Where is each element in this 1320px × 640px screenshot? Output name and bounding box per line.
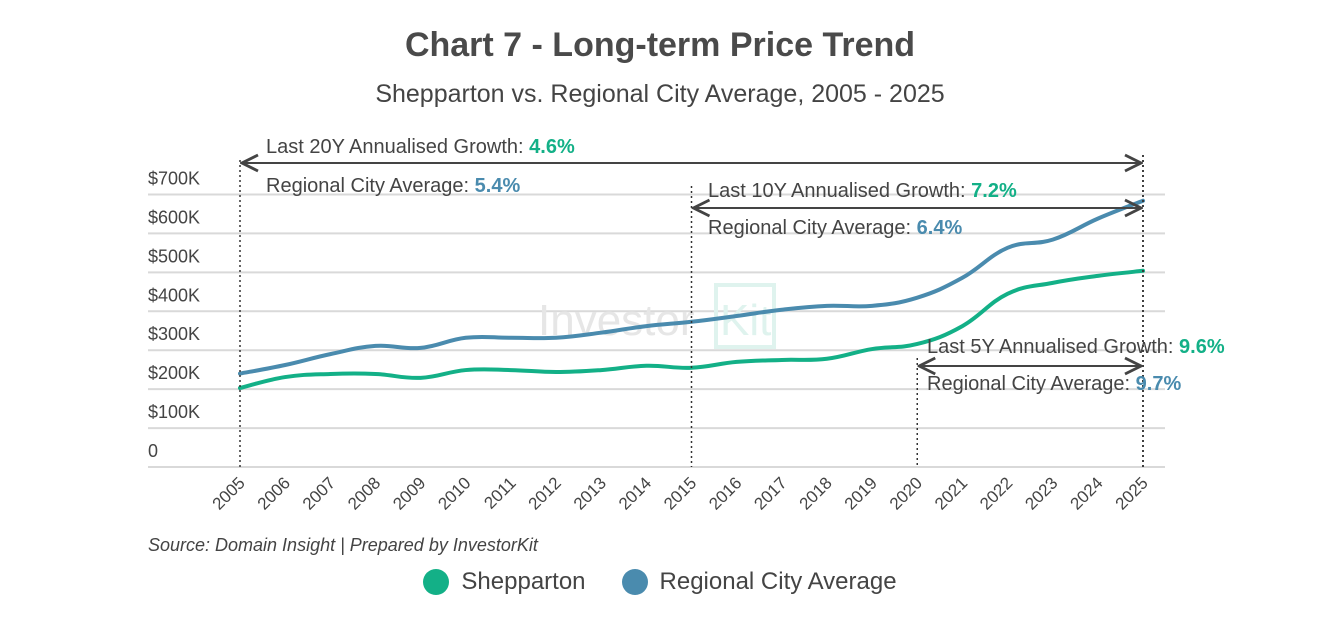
x-tick-label: 2016 xyxy=(705,473,745,513)
x-tick-label: 2022 xyxy=(976,473,1016,513)
y-tick-label: $700K xyxy=(148,169,200,189)
legend-swatch-shepparton xyxy=(423,569,450,595)
x-tick-label: 2014 xyxy=(615,473,655,513)
annotation-average-label: Regional City Average: 5.4% xyxy=(266,175,520,197)
x-tick-label: 2024 xyxy=(1066,473,1106,513)
x-tick-label: 2025 xyxy=(1112,473,1152,513)
x-tick-label: 2008 xyxy=(344,473,384,513)
y-tick-label: $600K xyxy=(148,207,200,227)
x-tick-label: 2011 xyxy=(480,473,519,512)
x-tick-label: 2012 xyxy=(525,473,565,513)
x-tick-label: 2023 xyxy=(1021,473,1061,513)
annotation-average-label: Regional City Average: 9.7% xyxy=(927,373,1181,395)
watermark: Kit xyxy=(720,296,771,345)
legend-label: Shepparton xyxy=(461,568,586,595)
y-tick-label: 0 xyxy=(148,441,158,461)
y-tick-label: $400K xyxy=(148,285,200,305)
y-tick-label: $300K xyxy=(148,324,200,344)
legend: Shepparton Regional City Average xyxy=(0,568,1320,596)
annotation-growth-label: Last 10Y Annualised Growth: 7.2% xyxy=(708,180,1017,202)
x-tick-label: 2010 xyxy=(434,473,474,513)
x-tick-label: 2019 xyxy=(841,473,881,513)
source-note: Source: Domain Insight | Prepared by Inv… xyxy=(148,535,538,555)
chart-subtitle: Shepparton vs. Regional City Average, 20… xyxy=(375,80,945,108)
annotation-growth-label: Last 20Y Annualised Growth: 4.6% xyxy=(266,136,575,158)
x-tick-label: 2021 xyxy=(931,473,971,513)
y-tick-label: $500K xyxy=(148,246,200,266)
legend-swatch-regional xyxy=(621,569,648,595)
annotation-growth-label: Last 5Y Annualised Growth: 9.6% xyxy=(927,336,1225,358)
chart-title: Chart 7 - Long-term Price Trend xyxy=(404,26,916,64)
x-tick-label: 2015 xyxy=(660,473,700,513)
x-tick-label: 2007 xyxy=(299,473,339,513)
x-tick-label: 2006 xyxy=(254,473,294,513)
y-tick-label: $200K xyxy=(148,363,200,383)
x-tick-label: 2005 xyxy=(209,473,249,513)
legend-item-shepparton: Shepparton xyxy=(423,568,586,596)
x-tick-label: 2020 xyxy=(886,473,926,513)
y-tick-label: $100K xyxy=(148,402,200,422)
x-tick-label: 2009 xyxy=(389,473,429,513)
x-tick-label: 2017 xyxy=(750,473,790,513)
x-tick-label: 2018 xyxy=(796,473,836,513)
annotation-average-label: Regional City Average: 6.4% xyxy=(708,217,962,239)
x-tick-label: 2013 xyxy=(570,473,610,513)
watermark-box xyxy=(714,283,776,349)
legend-label: Regional City Average xyxy=(659,568,897,595)
legend-item-regional: Regional City Average xyxy=(621,568,897,596)
